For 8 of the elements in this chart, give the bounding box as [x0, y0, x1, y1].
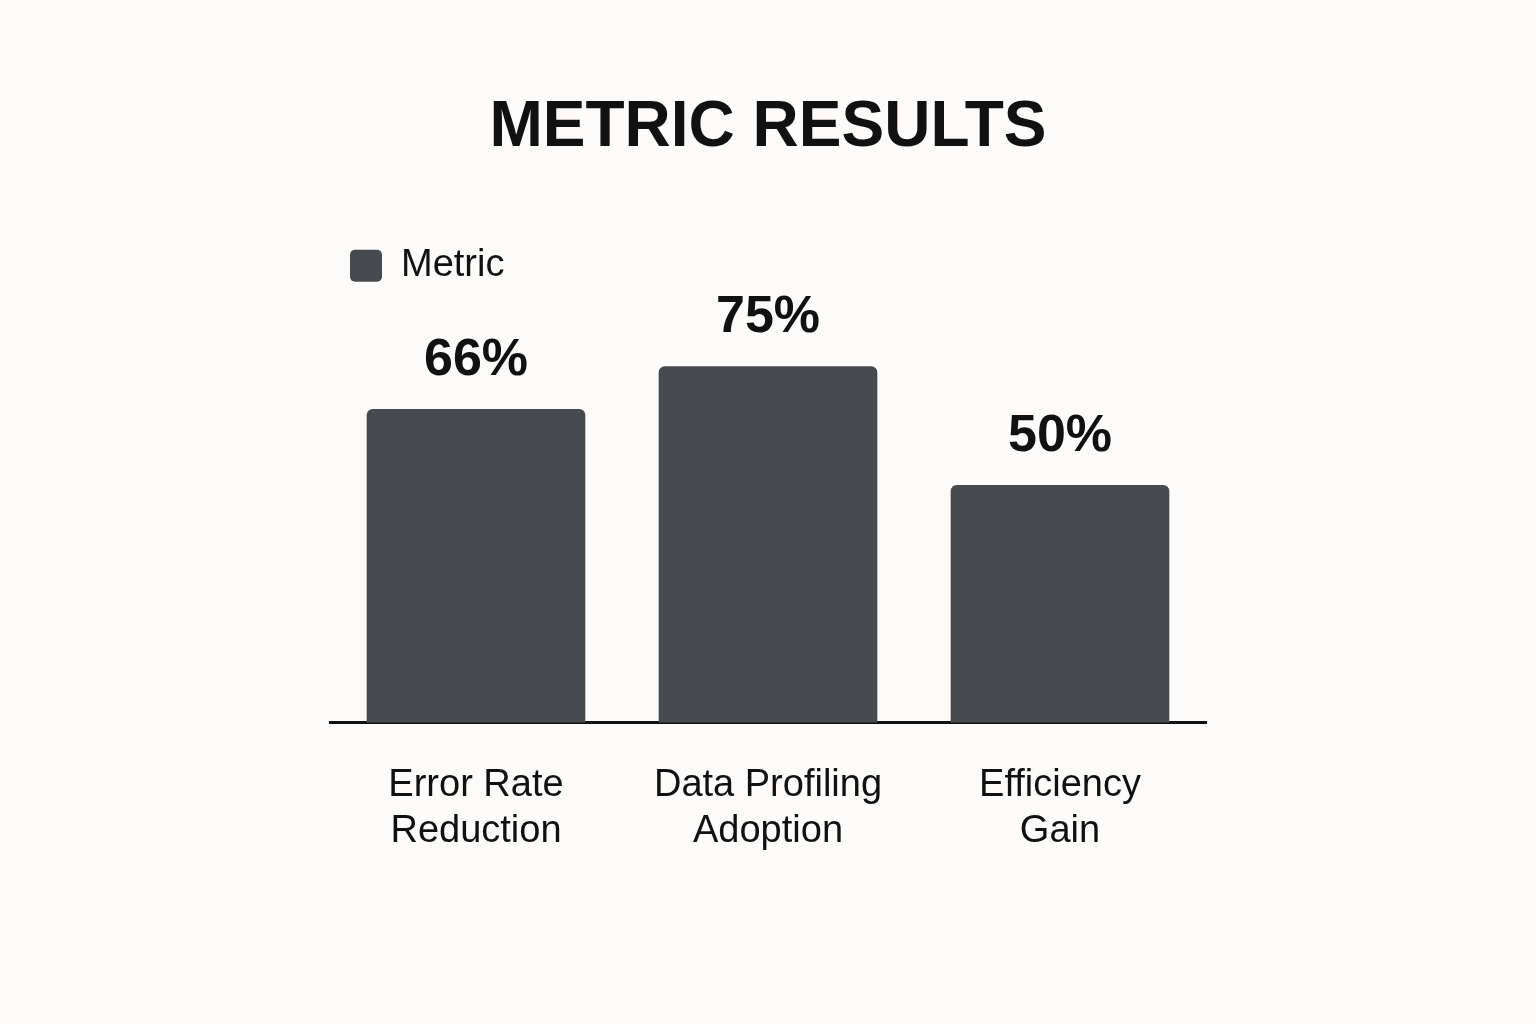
- data-label: 66%: [423, 328, 529, 387]
- data-label: 75%: [715, 285, 821, 344]
- data-label: 50%: [1007, 404, 1113, 463]
- x-tick-label: Efficiency Gain: [979, 762, 1141, 850]
- legend-label: Metric: [401, 242, 505, 285]
- x-tick-label: Error Rate Reduction: [388, 762, 564, 850]
- x-tick-label: Data Profiling Adoption: [653, 762, 883, 850]
- chart-title: METRIC RESULTS: [489, 88, 1047, 161]
